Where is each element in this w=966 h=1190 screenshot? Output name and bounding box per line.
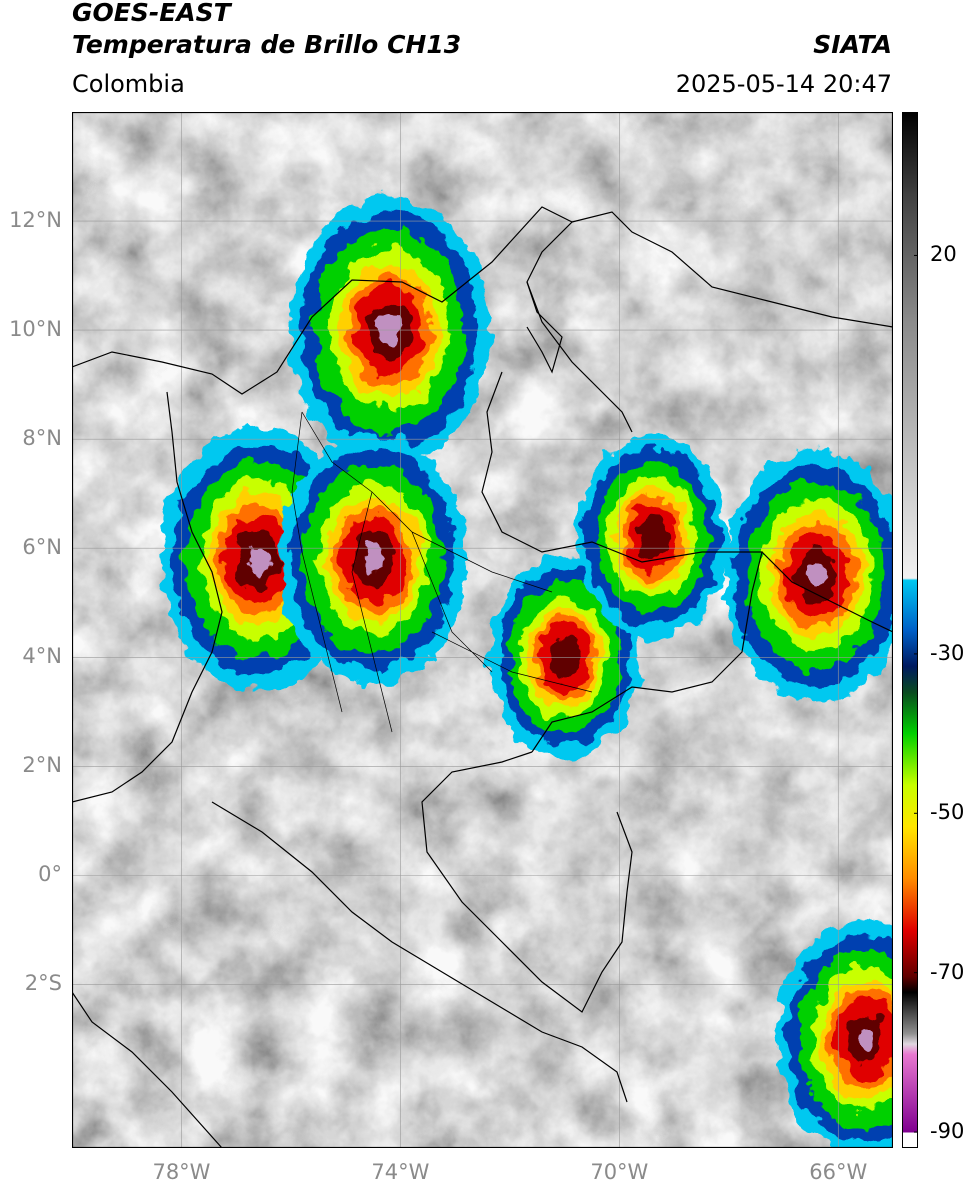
colorbar <box>902 112 918 1148</box>
lat-tick-label: 8°N <box>22 426 62 451</box>
storm-ring <box>248 545 268 573</box>
lat-tick-label: 0° <box>38 862 62 887</box>
title-product: Temperatura de Brillo CH13 <box>72 30 462 59</box>
lon-tick-label: 78°W <box>152 1160 211 1184</box>
internal-departments <box>291 411 593 733</box>
gulf-venezuela <box>526 281 563 374</box>
venezuela-brazil-border <box>761 551 893 633</box>
pacific-coast <box>72 391 223 803</box>
region-label: Colombia <box>72 70 185 98</box>
map-frame <box>72 112 893 1148</box>
colorbar-tick-label: -90 <box>930 1119 965 1144</box>
brand-label: SIATA <box>813 30 892 59</box>
lat-tick-label: 4°N <box>22 644 62 669</box>
colombia-brazil-border <box>421 751 633 1013</box>
caribbean-coast <box>72 206 633 433</box>
colorbar-tick-label: -30 <box>930 640 965 665</box>
colorbar-tick-label: 20 <box>930 242 957 267</box>
colorbar-gradient <box>902 112 918 1148</box>
eastern-venezuela-cell <box>723 449 893 701</box>
venezuela-coast <box>571 211 893 328</box>
country-borders <box>72 206 893 1148</box>
colorbar-tick-label: -70 <box>930 959 965 984</box>
lat-tick-label: 10°N <box>9 317 62 342</box>
title-satellite: GOES-EAST <box>72 0 231 27</box>
storm-ring <box>807 562 826 589</box>
southern-cell <box>776 919 893 1148</box>
storm-ring <box>363 546 383 572</box>
peru-coast <box>72 991 223 1148</box>
colombia-peru-ecuador-border <box>211 801 628 1103</box>
colombia-venezuela-border <box>481 371 763 753</box>
lon-tick-label: 66°W <box>809 1160 868 1184</box>
colorbar-tick-label: -50 <box>930 800 965 825</box>
storm-ring <box>856 1026 875 1051</box>
satellite-map <box>72 112 893 1148</box>
storm-ring <box>635 515 669 560</box>
lon-tick-label: 70°W <box>590 1160 649 1184</box>
lat-tick-label: 2°N <box>22 753 62 778</box>
lat-tick-label: 6°N <box>22 535 62 560</box>
lat-tick-label: 2°S <box>24 971 62 996</box>
timestamp: 2025-05-14 20:47 <box>675 70 892 98</box>
lon-tick-label: 74°W <box>371 1160 430 1184</box>
llanos-cell <box>577 436 727 639</box>
lat-tick-label: 12°N <box>9 208 62 233</box>
antioquia-cell <box>280 433 467 685</box>
colorbar-ticks <box>914 254 918 1133</box>
